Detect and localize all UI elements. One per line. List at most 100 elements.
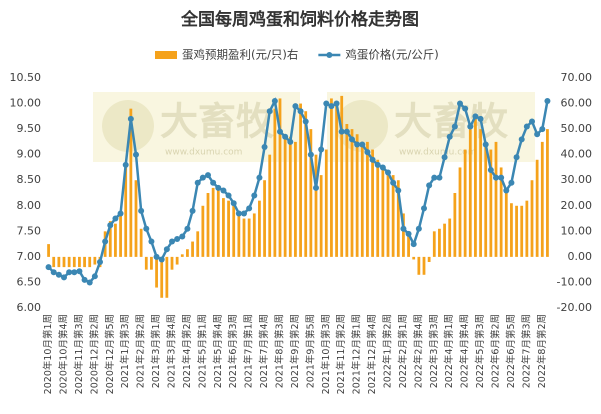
bar	[206, 193, 210, 257]
bar	[196, 231, 200, 257]
line-marker	[318, 146, 325, 153]
y-tick-label: 8.00	[17, 199, 42, 212]
line-marker	[97, 259, 103, 265]
y-tick-label: 6.00	[17, 301, 42, 314]
line-marker	[390, 179, 397, 186]
line-marker	[230, 200, 237, 207]
line-marker	[544, 98, 551, 104]
bar	[299, 103, 302, 257]
bar	[294, 141, 297, 257]
line-marker	[338, 128, 345, 135]
bar	[335, 103, 338, 257]
y2-tick-label: -20.00	[557, 301, 592, 314]
bar	[468, 129, 472, 257]
x-tick-label: 2020年10月第4周	[58, 314, 70, 394]
bar	[381, 167, 385, 257]
bar	[78, 256, 81, 268]
line-marker	[431, 174, 438, 181]
line-marker	[220, 187, 227, 194]
bar	[376, 159, 380, 257]
line-marker	[446, 133, 453, 140]
line-marker	[523, 123, 530, 130]
line-marker	[451, 123, 458, 130]
x-tick-label: 2021年9月第5周	[304, 314, 316, 388]
line-marker	[369, 156, 376, 163]
bar	[520, 205, 524, 257]
bar	[150, 256, 153, 270]
x-tick-label: 2021年5月第4周	[212, 314, 224, 388]
line-marker	[374, 161, 381, 168]
bar	[504, 193, 508, 257]
line-marker	[426, 182, 433, 189]
bar	[216, 190, 220, 257]
y2-tick-label: 20.00	[561, 199, 593, 212]
line-marker	[472, 113, 479, 120]
line-marker	[297, 108, 304, 115]
line-marker	[302, 118, 309, 125]
line-marker	[333, 100, 340, 107]
line-marker	[359, 141, 366, 148]
line-marker	[292, 103, 299, 110]
y-tick-label: 9.00	[17, 148, 42, 161]
line-marker	[148, 238, 155, 245]
line-marker	[235, 210, 242, 217]
bar	[72, 256, 76, 268]
line-marker	[277, 128, 283, 135]
line-marker	[415, 225, 422, 232]
bar	[175, 256, 179, 265]
line-marker	[163, 246, 170, 253]
line-marker	[395, 187, 402, 194]
x-tick-label: 2021年3月第1周	[150, 314, 162, 388]
bar	[47, 244, 50, 257]
bar	[283, 134, 287, 257]
chart-title: 全国每周鸡蛋和饲料价格走势图	[180, 9, 419, 30]
line-marker	[169, 238, 175, 245]
line-marker	[405, 230, 412, 237]
x-tick-label: 2021年11月第2周	[335, 314, 347, 394]
line-marker	[225, 192, 232, 199]
line-marker	[534, 131, 541, 138]
watermark-url: www.dxumu.com	[165, 148, 242, 158]
bar	[535, 159, 539, 257]
watermark: 大畜牧 大畜牧 www.dxumu.com www.dxumu.com	[93, 92, 535, 162]
line-marker	[539, 126, 546, 133]
bar	[180, 254, 184, 257]
line-marker	[343, 128, 350, 135]
line-marker	[241, 210, 247, 217]
x-tick-label: 2021年9月第2周	[289, 314, 301, 388]
line-marker	[266, 108, 273, 115]
x-tick-label: 2022年8月第2周	[536, 314, 548, 388]
bar	[314, 154, 318, 257]
bar	[232, 205, 236, 257]
line-marker	[271, 98, 278, 104]
bar	[124, 167, 128, 257]
line-marker	[457, 100, 463, 107]
bar	[88, 256, 92, 268]
bar	[119, 213, 122, 257]
y-tick-label: 7.50	[17, 224, 42, 237]
line-marker	[256, 174, 263, 181]
bar	[273, 108, 277, 257]
bar	[355, 134, 359, 257]
bar	[108, 221, 112, 257]
line-marker	[529, 118, 535, 125]
line-marker	[421, 205, 427, 212]
line-marker	[487, 167, 494, 173]
bar	[407, 236, 410, 257]
bar	[304, 111, 308, 257]
line-marker	[127, 115, 134, 122]
bar	[52, 256, 56, 268]
y-tick-label: 6.50	[17, 275, 42, 288]
line-marker	[323, 100, 330, 107]
bar	[484, 141, 488, 257]
bar	[278, 98, 282, 257]
bar	[319, 175, 323, 257]
bar	[345, 124, 349, 257]
x-tick-label: 2022年7月第3周	[520, 314, 532, 388]
bar	[479, 129, 482, 257]
line-marker	[55, 271, 62, 278]
bar	[417, 256, 421, 275]
bar	[540, 141, 544, 257]
bar	[432, 231, 436, 257]
x-tick-label: 2022年5月第3周	[474, 314, 486, 388]
